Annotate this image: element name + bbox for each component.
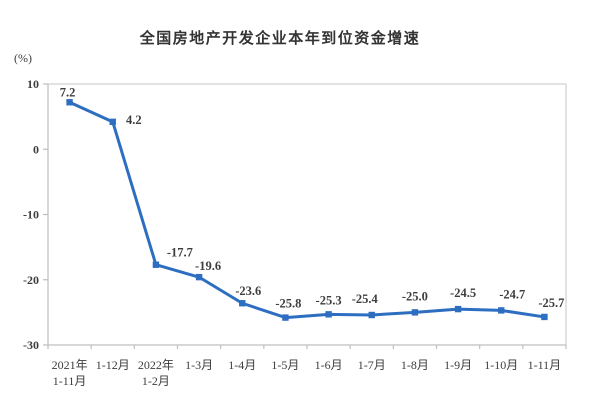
x-tick-label: 1-10月 [484, 358, 518, 372]
data-point-label: -25.8 [275, 297, 301, 311]
data-point-label: -24.7 [499, 287, 525, 301]
x-tick-label: 1-5月 [271, 358, 299, 372]
data-point-label: -19.6 [195, 259, 221, 273]
data-point-marker [454, 305, 462, 313]
data-point-marker [239, 300, 246, 307]
data-point-marker [282, 314, 289, 321]
data-point-label: -25.3 [316, 293, 342, 307]
data-point-marker [541, 313, 548, 321]
x-tick-label: 1-7月 [358, 358, 386, 372]
data-point-marker [325, 311, 332, 318]
chart-title: 全国房地产开发企业本年到位资金增速 [139, 30, 421, 47]
x-tick-label: 1-12月 [96, 358, 130, 372]
data-point-marker [109, 118, 116, 126]
data-point-label: -17.7 [167, 246, 193, 260]
data-point-marker [66, 99, 73, 106]
x-tick-label: 1-4月 [228, 358, 256, 372]
data-point-label: -25.7 [538, 296, 564, 310]
data-point-label: 4.2 [126, 113, 142, 127]
y-tick-label: -10 [23, 208, 39, 222]
x-tick-label: 1-9月 [444, 358, 472, 372]
x-tick-label: 2022年 [138, 358, 174, 372]
y-tick-label: 0 [33, 142, 39, 156]
x-tick-label: 1-3月 [185, 358, 213, 372]
data-point-marker [195, 273, 203, 281]
y-tick-label: -20 [23, 273, 39, 287]
x-tick-label: 1-2月 [142, 374, 170, 388]
data-point-marker [368, 311, 375, 319]
data-point-label: -23.6 [235, 284, 261, 298]
data-point-marker [411, 309, 419, 316]
data-point-marker [498, 307, 505, 314]
data-point-label: -25.0 [402, 289, 428, 303]
data-line [68, 100, 546, 320]
x-tick-label: 1-6月 [315, 358, 343, 372]
data-point-label: -24.5 [450, 286, 476, 300]
x-tick-label: 1-11月 [53, 374, 87, 388]
x-tick-label: 1-11月 [528, 358, 562, 372]
plot-area-border [48, 83, 567, 345]
y-axis-unit-label: (%) [14, 51, 32, 65]
data-point-label: -25.4 [352, 292, 379, 306]
y-tick-label: -30 [23, 338, 39, 352]
y-tick-label: 10 [27, 77, 39, 91]
data-point-label: 7.2 [60, 85, 76, 99]
x-tick-label: 1-8月 [401, 358, 429, 372]
x-tick-label: 2021年 [52, 358, 88, 372]
data-point-marker [152, 261, 160, 268]
